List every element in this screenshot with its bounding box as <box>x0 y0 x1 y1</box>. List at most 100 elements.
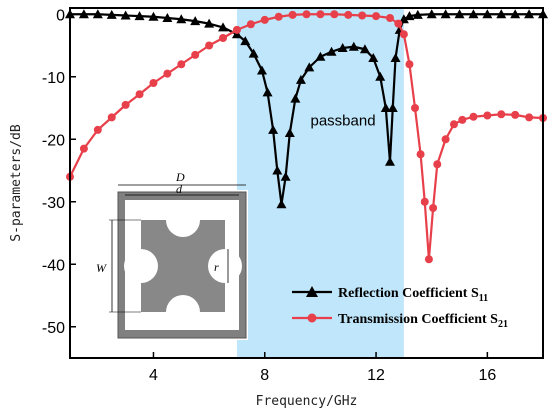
series-point <box>191 50 200 59</box>
series-point <box>316 10 325 19</box>
series-point <box>483 111 492 120</box>
series-point <box>304 62 315 72</box>
y-tick-label: -20 <box>42 132 65 149</box>
x-axis-title: Frequency/GHz <box>256 394 358 409</box>
series-point <box>121 100 130 109</box>
legend: Reflection Coefficient S11 Transmission C… <box>292 286 508 330</box>
series-point <box>394 19 403 28</box>
series-point <box>510 9 521 19</box>
series-point <box>399 30 408 39</box>
series-point <box>92 9 103 19</box>
axes-layer: 4 8 12 16 0 -10 -20 -30 -40 -50 Frequency/GHz S-par… <box>9 7 544 409</box>
series-point <box>284 128 295 137</box>
passband-label: passband <box>311 113 376 130</box>
series-point <box>315 51 326 61</box>
series-point <box>468 9 479 19</box>
series-point <box>496 9 507 19</box>
x-tick-label: 8 <box>260 367 269 384</box>
x-tick-label: 12 <box>367 367 385 384</box>
series-point <box>372 12 381 21</box>
series-point <box>163 69 172 78</box>
series-point <box>385 14 394 22</box>
y-tick-label: -30 <box>42 195 65 212</box>
unit-cell-inset: Dd W r <box>96 170 248 340</box>
series-point <box>482 9 493 19</box>
legend-entry-2: Transmission Coefficient S21 <box>338 312 508 330</box>
series-point <box>337 43 348 52</box>
series-point <box>190 16 201 26</box>
series-point <box>262 87 273 97</box>
series-point <box>204 18 215 28</box>
series-point <box>107 113 116 122</box>
series-point <box>416 150 425 159</box>
series-point <box>497 110 506 119</box>
legend-entry-1: Reflection Coefficient S11 <box>338 286 488 304</box>
series-point <box>429 204 438 212</box>
series-point <box>412 9 423 19</box>
series-layer <box>65 9 548 264</box>
series-point <box>380 103 391 112</box>
series-point <box>134 11 145 21</box>
y-axis-title: S-parameters/dB <box>9 124 24 242</box>
inset-patch-cutout <box>124 249 158 283</box>
series-point <box>387 103 398 112</box>
series-point <box>256 65 267 75</box>
series-point <box>205 41 214 50</box>
inset-patch-cutout <box>166 203 200 237</box>
legend-marker-1 <box>306 286 318 297</box>
series-point <box>219 34 228 42</box>
series-point <box>524 9 535 19</box>
x-tick-label: 16 <box>478 367 496 384</box>
series-point <box>288 10 297 19</box>
series-point <box>358 11 367 20</box>
series-point <box>375 71 386 81</box>
series-point <box>272 165 283 175</box>
series-point <box>454 9 465 19</box>
series-point <box>274 12 283 21</box>
y-tick-label: -50 <box>42 320 65 337</box>
inset-label-inner: d <box>176 182 183 196</box>
series-point <box>348 41 359 51</box>
series-point <box>280 171 291 181</box>
series-point <box>405 60 414 69</box>
series-point <box>232 25 241 34</box>
inset-patch-cutout <box>208 249 242 283</box>
series-point <box>440 9 451 19</box>
y-tick-label: -10 <box>42 70 65 87</box>
y-tick-label: 0 <box>56 7 65 24</box>
series-point <box>120 10 131 20</box>
series-point <box>246 20 255 29</box>
series-point <box>326 46 337 56</box>
series-point <box>449 120 458 129</box>
series-point <box>330 10 339 19</box>
series-point <box>176 14 187 24</box>
series-point <box>511 110 520 119</box>
legend-entry-name: Transmission Coefficient S <box>338 312 498 327</box>
series-point <box>93 125 102 134</box>
series-point <box>218 22 229 32</box>
series-point <box>177 60 186 69</box>
series-point <box>149 79 158 87</box>
series-point <box>248 48 259 58</box>
legend-marker-2 <box>307 313 317 323</box>
series-point <box>433 160 442 169</box>
inset-label-radius: r <box>214 260 219 274</box>
series-point <box>295 74 306 84</box>
plot-frame <box>69 7 544 359</box>
legend-entry-subscript: 11 <box>479 293 488 304</box>
inset-label-outer: D <box>175 170 185 184</box>
series-point <box>469 112 478 121</box>
series-point <box>411 104 420 112</box>
series-point <box>106 9 117 19</box>
series-point <box>290 93 301 103</box>
series-point <box>240 36 251 46</box>
legend-entry-subscript: 21 <box>498 319 508 330</box>
series-point <box>78 9 89 19</box>
series-point <box>162 13 173 22</box>
series-point <box>135 90 144 99</box>
series-point <box>384 156 395 166</box>
series-point <box>525 113 534 122</box>
series-point <box>368 53 379 62</box>
series-point <box>420 197 429 206</box>
